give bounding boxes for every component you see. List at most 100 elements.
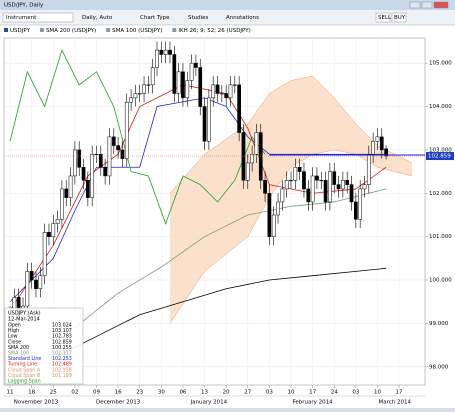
candle-body	[245, 162, 250, 181]
candle-body	[98, 153, 103, 168]
candle-body	[297, 167, 302, 172]
candle-body	[94, 153, 99, 156]
candle-body	[168, 49, 172, 55]
candle-body	[310, 175, 315, 203]
candle-body	[25, 271, 30, 307]
info-date: 12-Mar-2014	[8, 317, 40, 323]
info-box-bg	[4, 307, 84, 385]
sma-100-line	[74, 188, 387, 329]
last-price-label: 102.859	[428, 154, 451, 160]
buy-button-bg[interactable]	[391, 12, 407, 23]
buy-button[interactable]: BUY	[394, 15, 406, 21]
candle-body	[42, 232, 47, 276]
candle-body	[306, 188, 311, 203]
chart-type-button[interactable]: Chart Type	[140, 15, 170, 21]
candle-body	[280, 188, 285, 203]
candle-body	[198, 67, 203, 107]
candle-body	[172, 54, 177, 94]
info-label: High	[8, 328, 19, 334]
candle-body	[345, 180, 350, 185]
candle-body	[155, 49, 159, 68]
info-label: Turning Line	[7, 362, 37, 368]
candle-body	[353, 201, 358, 220]
candle-body	[142, 84, 146, 94]
candle-body	[202, 106, 207, 142]
info-label: Open	[8, 323, 21, 329]
instrument-placeholder: Instrument	[6, 15, 37, 21]
candle-body	[293, 167, 298, 181]
legend-swatch	[39, 28, 44, 32]
candle-body	[341, 180, 345, 190]
legend-label: IKH 26; 9; 52; 26 (USDJPY)	[178, 28, 250, 34]
studies-button[interactable]: Studies	[188, 15, 209, 21]
candle-body	[379, 136, 384, 151]
candle-body	[103, 167, 107, 177]
candle-body	[38, 275, 43, 289]
sell-button[interactable]: SELL	[378, 15, 392, 21]
candle-body	[29, 271, 34, 281]
y-tick-label: 105.000	[429, 61, 452, 67]
candle-body	[349, 184, 354, 203]
legend-swatch	[106, 28, 111, 32]
annotations-button[interactable]: Annotations	[226, 15, 259, 21]
x-tick-label: 03	[266, 390, 273, 396]
maximize-button[interactable]	[421, 1, 433, 9]
cloud-span-b	[169, 149, 413, 324]
candle-body	[137, 93, 142, 95]
info-label: Low	[8, 334, 18, 340]
info-value: 102.489	[52, 362, 72, 368]
candle-body	[284, 180, 289, 190]
candle-body	[267, 193, 272, 237]
x-tick-label: 23	[136, 390, 143, 396]
minimize-button[interactable]	[409, 1, 421, 9]
instrument-input[interactable]	[2, 12, 74, 23]
x-tick-label: 17	[396, 390, 403, 396]
info-label: Cloud Span B	[8, 373, 40, 379]
info-value: 102.253	[52, 356, 72, 362]
candle-body	[185, 80, 190, 99]
close-button[interactable]	[433, 1, 449, 9]
candle-body	[34, 279, 38, 289]
y-tick-label: 103.000	[429, 147, 452, 153]
candle-body	[232, 84, 237, 86]
candle-body	[159, 49, 164, 55]
info-value: 102.117	[52, 351, 72, 357]
window-title: USD/JPY, Daily	[4, 3, 44, 9]
info-value: 102.783	[52, 334, 72, 340]
candle-body	[107, 136, 112, 177]
candle-body	[146, 84, 151, 86]
candle-body	[224, 93, 229, 99]
month-label: March 2014	[378, 400, 411, 406]
candle-body	[124, 101, 129, 159]
candle-body	[116, 145, 120, 151]
candle-body	[263, 180, 267, 194]
toolbar	[0, 10, 455, 25]
info-label: Standard Line	[8, 356, 41, 362]
month-label: February 2014	[293, 400, 334, 406]
candle-body	[77, 149, 82, 168]
candle-body	[207, 97, 211, 142]
y-tick-label: 101.000	[429, 234, 452, 240]
candle-body	[64, 188, 69, 198]
candle-body	[302, 171, 306, 190]
x-tick-label: 10	[374, 390, 381, 396]
candle-body	[219, 93, 224, 95]
month-label: January 2014	[190, 400, 228, 406]
candle-body	[86, 180, 90, 198]
x-tick-label: 18	[28, 390, 35, 396]
info-value: 100.255	[52, 345, 72, 351]
candle-body	[315, 175, 319, 181]
candle-body	[189, 62, 194, 81]
x-tick-label: 10	[288, 390, 295, 396]
candle-body	[323, 180, 328, 203]
x-tick-label: 16	[115, 390, 122, 396]
turning-line	[9, 84, 387, 311]
candle-body	[366, 153, 371, 185]
candle-body	[250, 153, 254, 164]
sell-button-bg[interactable]	[375, 12, 391, 23]
period-select[interactable]: Daily, Auto	[82, 15, 113, 21]
candle-body	[81, 167, 86, 181]
candle-body	[60, 188, 64, 220]
